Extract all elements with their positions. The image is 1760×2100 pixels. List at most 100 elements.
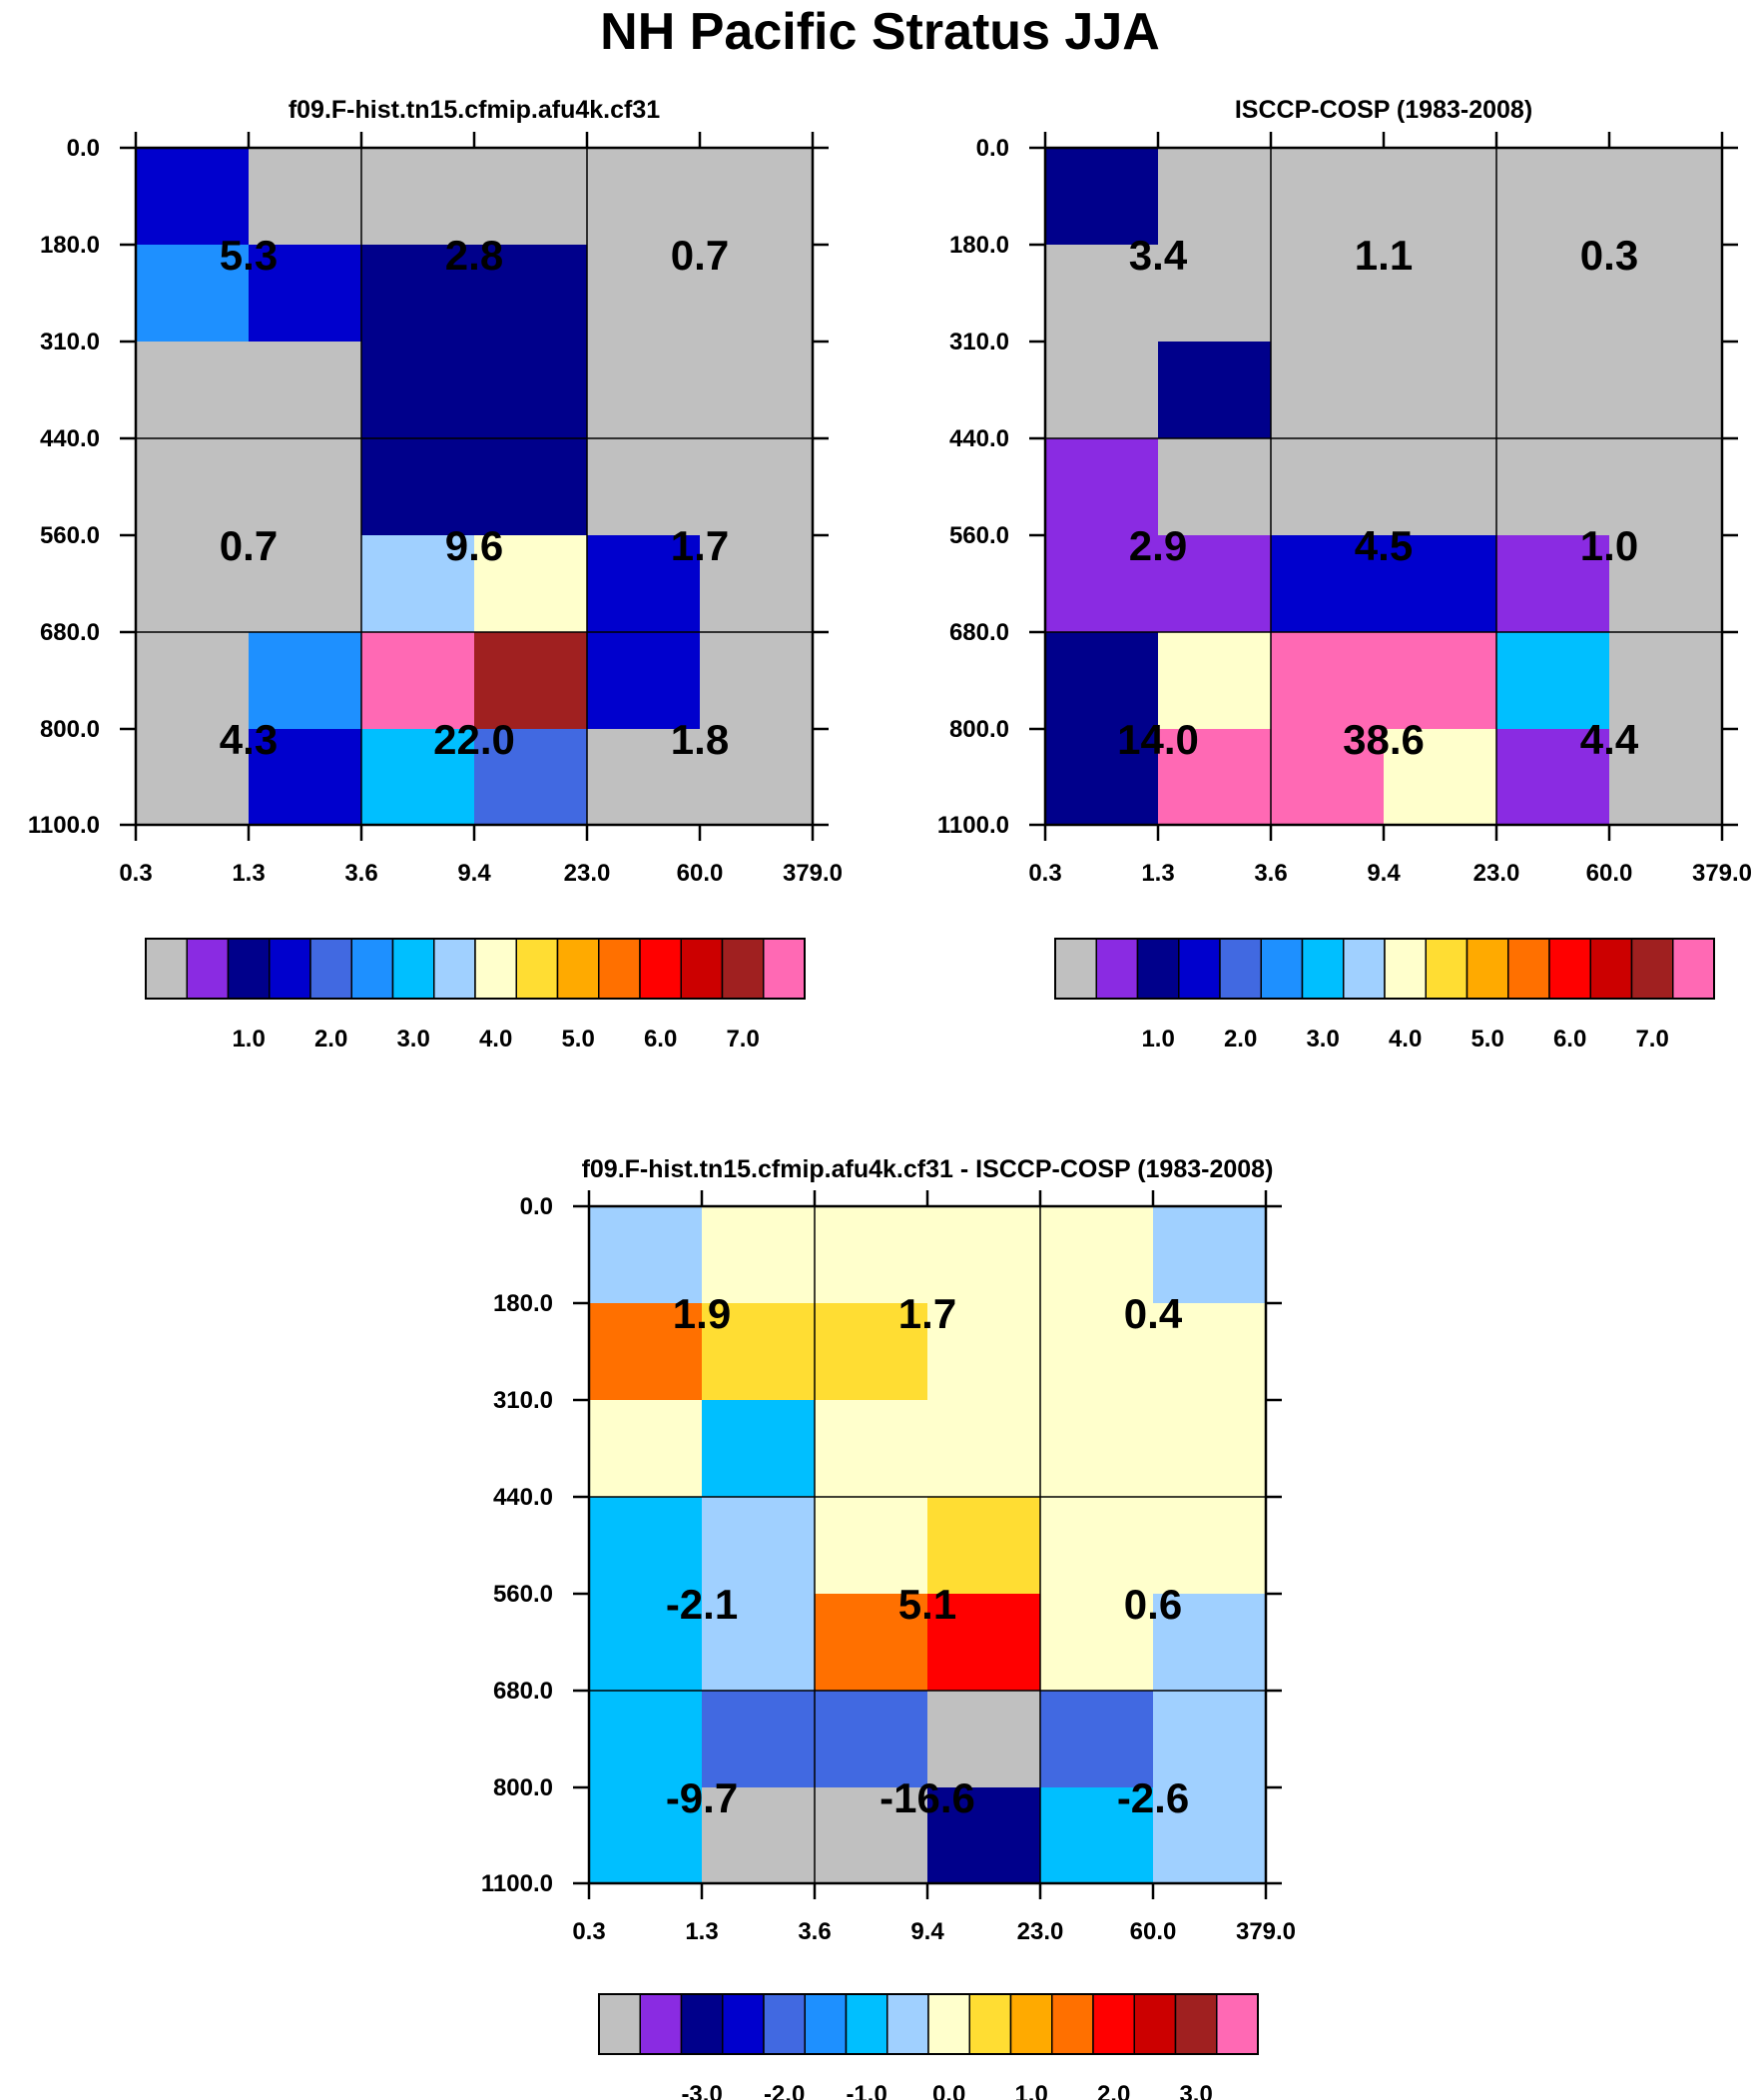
colorbar-swatch (1136, 938, 1180, 1000)
y-tick-label: 800.0 (493, 1774, 553, 1801)
x-tick-label: 3.6 (344, 860, 377, 887)
colorbar-swatch (680, 1993, 724, 2055)
colorbar-label: 2.0 (1097, 2081, 1130, 2100)
heatmap-cell (589, 1594, 703, 1692)
heatmap-cell (361, 148, 475, 246)
heatmap-cell (136, 438, 250, 536)
colorbar-label: 2.0 (1224, 1026, 1257, 1052)
heatmap-cell (474, 535, 588, 633)
heatmap-cell (1040, 1206, 1154, 1304)
colorbar-label: -3.0 (681, 2081, 722, 2100)
colorbar-swatch (556, 938, 600, 1000)
page-title: NH Pacific Stratus JJA (600, 3, 1160, 61)
heatmap-cell (587, 148, 701, 246)
heatmap-cell (1271, 438, 1385, 536)
heatmap-cell (1609, 632, 1723, 730)
heatmap-cell (1271, 342, 1385, 439)
y-tick-label: 1100.0 (937, 812, 1009, 839)
colorbar-label: 6.0 (1553, 1026, 1586, 1052)
colorbar-swatch (598, 1993, 641, 2055)
heatmap-cell (1153, 1303, 1267, 1401)
colorbar-swatch (1507, 938, 1550, 1000)
heatmap-cell (700, 245, 814, 343)
heatmap-cell (474, 438, 588, 536)
y-tick-label: 180.0 (949, 232, 1009, 259)
heatmap-cell (927, 1691, 1041, 1788)
heatmap-cell (361, 535, 475, 633)
colorbar-swatch (968, 1993, 1012, 2055)
heatmap-cell (1496, 148, 1610, 246)
y-tick-label: 560.0 (949, 522, 1009, 549)
heatmap-cell (1158, 245, 1272, 343)
x-tick-label: 1.3 (685, 1918, 718, 1945)
heatmap-cell (589, 1691, 703, 1788)
group-value-label: 1.9 (673, 1290, 731, 1337)
x-tick-label: 60.0 (1130, 1918, 1177, 1945)
colorbar-swatch (1009, 1993, 1053, 2055)
group-value-label: 1.7 (671, 522, 729, 569)
heatmap-cell (361, 245, 475, 343)
y-tick-label: 310.0 (949, 329, 1009, 355)
colorbar-label: 1.0 (232, 1026, 265, 1052)
group-value-label: 4.3 (220, 716, 278, 763)
group-value-label: 1.1 (1355, 232, 1413, 279)
heatmap-cell (361, 729, 475, 826)
heatmap-cell (927, 1787, 1041, 1884)
heatmap-cell (1384, 438, 1497, 536)
colorbar-label: 5.0 (561, 1026, 594, 1052)
colorbar-swatch (1174, 1993, 1218, 2055)
heatmap-cell (815, 1303, 928, 1401)
colorbar-swatch (1672, 938, 1715, 1000)
heatmap-cell (136, 342, 250, 439)
y-tick-label: 560.0 (493, 1581, 553, 1608)
heatmap-cell (1609, 438, 1723, 536)
colorbar-label: 3.0 (1179, 2081, 1212, 2100)
heatmap-cell (136, 535, 250, 633)
heatmap-cell (1158, 632, 1272, 730)
colorbar-label: -2.0 (764, 2081, 805, 2100)
colorbar-label: 6.0 (644, 1026, 677, 1052)
panel-title: ISCCP-COSP (1983-2008) (1235, 96, 1532, 124)
heatmap-cell (589, 1497, 703, 1595)
x-tick-label: 1.3 (232, 860, 265, 887)
heatmap-cell (589, 1206, 703, 1304)
heatmap-cell (1384, 535, 1497, 633)
heatmap-cell (927, 1303, 1041, 1401)
heatmap-cell (927, 1206, 1041, 1304)
colorbar-label: 4.0 (479, 1026, 512, 1052)
y-tick-label: 440.0 (949, 425, 1009, 452)
heatmap-cell (249, 632, 362, 730)
colorbar-label: 7.0 (1635, 1026, 1668, 1052)
colorbar-label: 7.0 (726, 1026, 759, 1052)
heatmap-cell (1153, 1206, 1267, 1304)
heatmap-cell (815, 1691, 928, 1788)
heatmap-cell (136, 245, 250, 343)
x-tick-label: 379.0 (783, 860, 843, 887)
heatmap-cell (1496, 535, 1610, 633)
heatmap-cell (1045, 535, 1159, 633)
heatmap-cell (1271, 535, 1385, 633)
heatmap-cell (1040, 1497, 1154, 1595)
heatmap-cell (700, 535, 814, 633)
heatmap-cell (474, 245, 588, 343)
heatmap-cell (927, 1497, 1041, 1595)
x-tick-label: 3.6 (1254, 860, 1287, 887)
heatmap-cell (702, 1691, 816, 1788)
heatmap-cell (700, 438, 814, 536)
heatmap-cell (815, 1787, 928, 1884)
group-value-label: 0.3 (1580, 232, 1638, 279)
heatmap-cell (1158, 342, 1272, 439)
colorbar-swatch (763, 1993, 806, 2055)
group-value-label: 1.0 (1580, 522, 1638, 569)
heatmap-cell (587, 245, 701, 343)
group-value-label: 0.6 (1124, 1581, 1182, 1628)
y-tick-label: 180.0 (493, 1290, 553, 1317)
group-value-label: 1.7 (898, 1290, 956, 1337)
heatmap-cell (1384, 148, 1497, 246)
heatmap-cell (587, 438, 701, 536)
colorbar-label: 2.0 (314, 1026, 347, 1052)
heatmap-cell (474, 342, 588, 439)
colorbar-swatch (1343, 938, 1386, 1000)
